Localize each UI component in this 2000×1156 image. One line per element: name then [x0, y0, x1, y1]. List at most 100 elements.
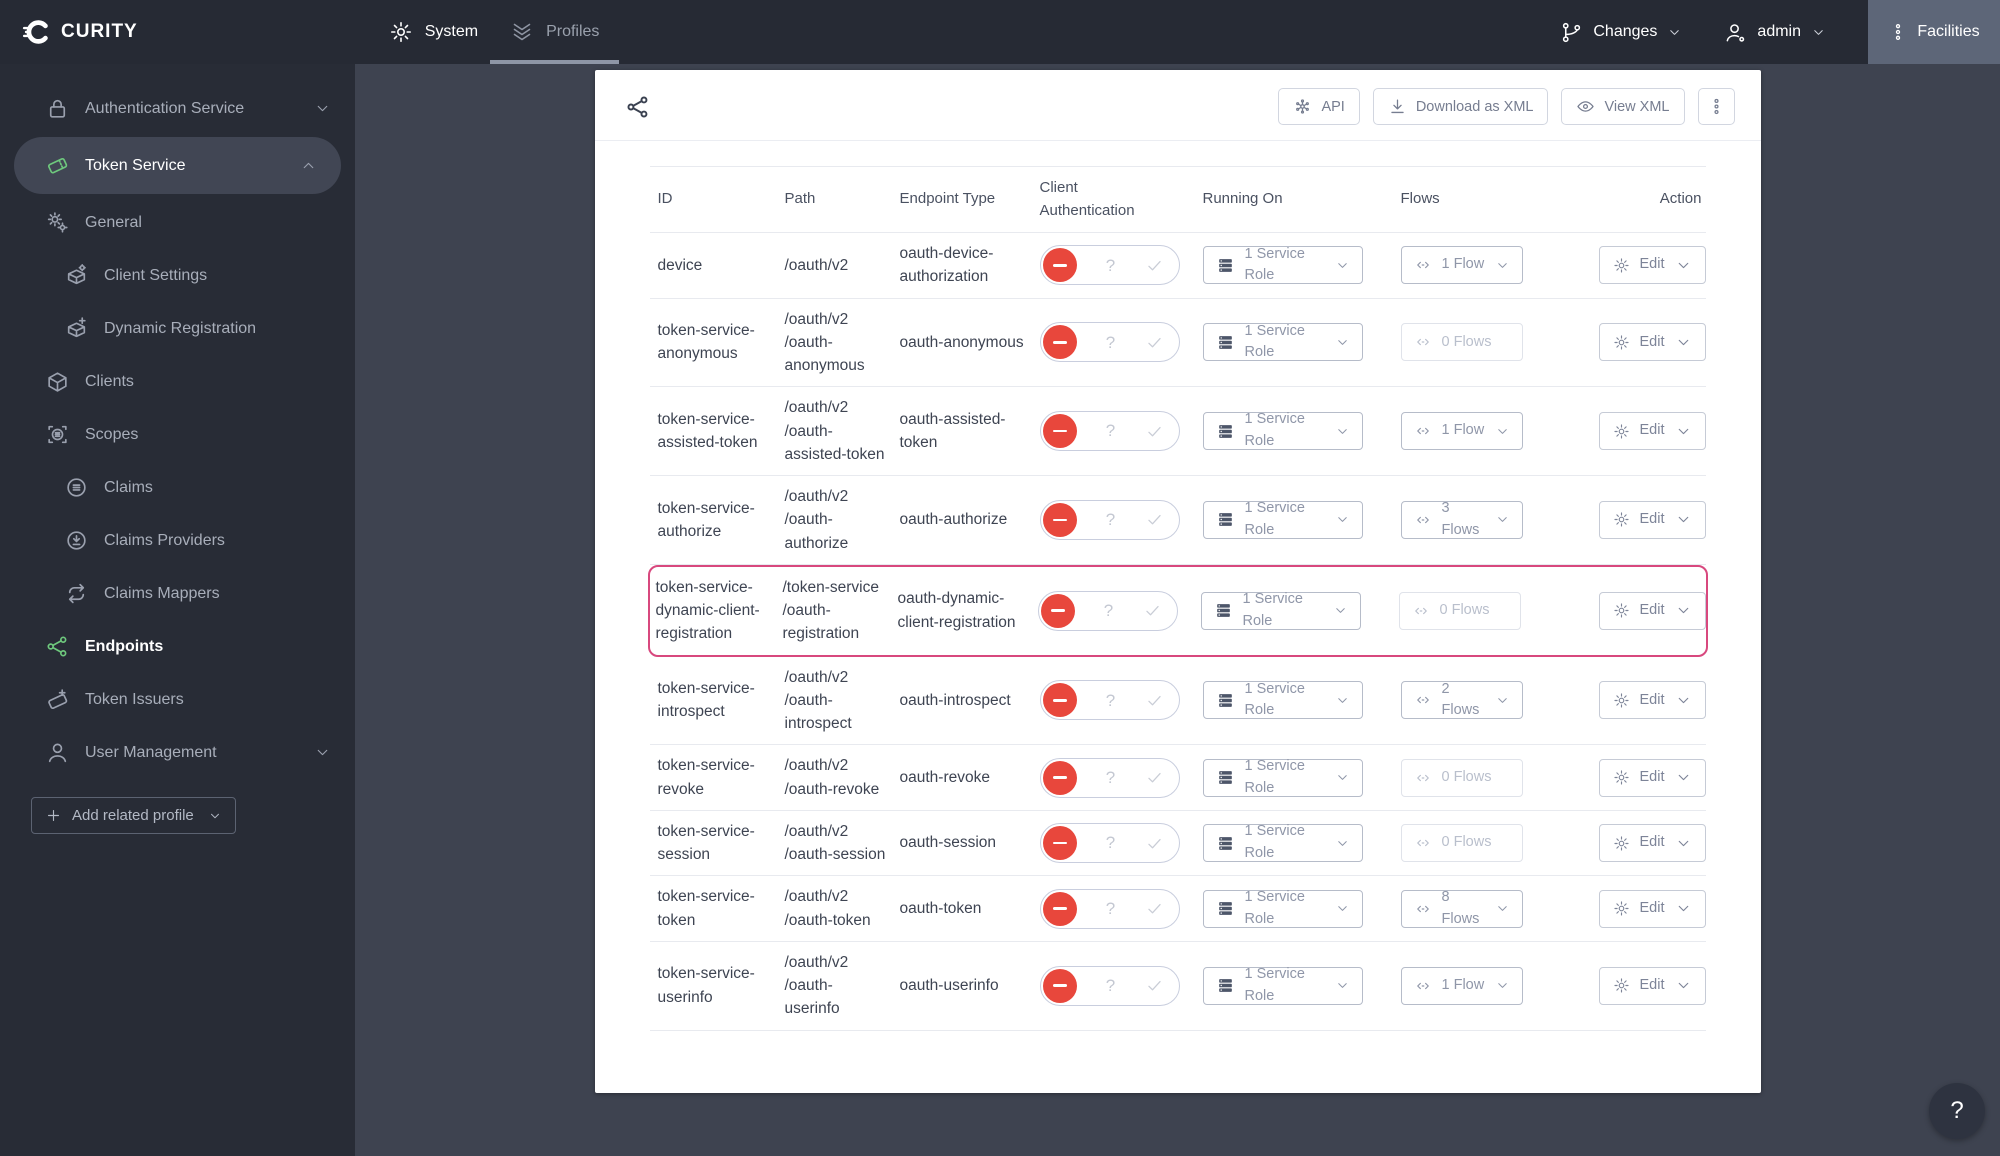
auth-required-option[interactable] [1145, 510, 1164, 529]
running-on-select[interactable]: 1 Service Role [1202, 246, 1363, 285]
auth-required-option[interactable] [1145, 333, 1164, 352]
auth-disabled-option[interactable] [1042, 325, 1077, 360]
auth-disabled-option[interactable] [1040, 593, 1075, 628]
edit-button[interactable]: Edit [1598, 681, 1706, 720]
sidebar-item-token-service[interactable]: Token Service [14, 137, 341, 194]
auth-optional-option[interactable]: ? [1105, 690, 1116, 710]
running-on-select[interactable]: 1 Service Role [1202, 500, 1363, 539]
running-on-select[interactable]: 1 Service Role [1200, 591, 1361, 630]
view-xml-button[interactable]: View XML [1561, 88, 1685, 125]
client-authentication-toggle[interactable]: ? [1039, 245, 1180, 286]
sidebar-item-user-management[interactable]: User Management [0, 726, 355, 779]
plus-icon [45, 807, 62, 824]
auth-optional-option[interactable]: ? [1105, 975, 1116, 995]
auth-required-option[interactable] [1145, 834, 1164, 853]
client-authentication-toggle[interactable]: ? [1039, 757, 1180, 798]
running-on-select[interactable]: 1 Service Role [1202, 411, 1363, 451]
sidebar-item-dynamic-registration[interactable]: Dynamic Registration [0, 302, 355, 355]
sidebar-item-claims-mappers[interactable]: Claims Mappers [0, 567, 355, 620]
endpoint-type: oauth-dynamic-client-registration [897, 590, 1016, 631]
download-as-xml-button[interactable]: Download as XML [1372, 88, 1549, 125]
auth-optional-option[interactable]: ? [1105, 833, 1116, 853]
flows-select[interactable]: 3 Flows [1400, 500, 1523, 539]
tab-system[interactable]: System [373, 0, 494, 64]
minus-icon [1052, 699, 1067, 702]
sidebar-item-claims[interactable]: Claims [0, 461, 355, 514]
facilities-button[interactable]: Facilities [1868, 0, 2000, 64]
flows-select[interactable]: 1 Flow [1400, 966, 1523, 1005]
auth-optional-option[interactable]: ? [1105, 510, 1116, 530]
auth-optional-option[interactable]: ? [1105, 255, 1116, 275]
running-on-select[interactable]: 1 Service Role [1202, 681, 1363, 720]
auth-required-option[interactable] [1145, 691, 1164, 710]
tab-profiles[interactable]: Profiles [490, 0, 620, 64]
edit-button[interactable]: Edit [1598, 591, 1706, 630]
auth-disabled-option[interactable] [1042, 760, 1077, 795]
flows-select[interactable]: 0 Flows [1400, 323, 1523, 362]
running-on-select[interactable]: 1 Service Role [1202, 889, 1363, 928]
auth-disabled-option[interactable] [1042, 502, 1077, 537]
auth-required-option[interactable] [1145, 422, 1164, 441]
auth-disabled-option[interactable] [1042, 826, 1077, 860]
edit-button[interactable]: Edit [1598, 500, 1706, 539]
edit-button[interactable]: Edit [1598, 246, 1706, 285]
flows-select[interactable]: 0 Flows [1398, 591, 1521, 630]
sidebar-item-scopes[interactable]: Scopes [0, 408, 355, 461]
help-button[interactable]: ? [1929, 1083, 1985, 1139]
sidebar-item-authentication-service[interactable]: Authentication Service [0, 82, 355, 135]
add-related-profile-button[interactable]: Add related profile [31, 797, 236, 834]
auth-disabled-option[interactable] [1042, 248, 1077, 283]
edit-button[interactable]: Edit [1598, 323, 1706, 362]
auth-disabled-option[interactable] [1042, 683, 1077, 718]
auth-required-option[interactable] [1143, 601, 1162, 620]
flows-select[interactable]: 1 Flow [1400, 246, 1523, 285]
auth-required-option[interactable] [1145, 899, 1164, 918]
flows-select[interactable]: 1 Flow [1400, 412, 1523, 451]
client-authentication-toggle[interactable]: ? [1039, 499, 1180, 540]
running-on-select[interactable]: 1 Service Role [1202, 758, 1363, 797]
flows-select[interactable]: 0 Flows [1400, 758, 1523, 797]
admin-menu[interactable]: admin [1724, 21, 1826, 44]
edit-button[interactable]: Edit [1598, 824, 1706, 862]
client-authentication-toggle[interactable]: ? [1039, 965, 1180, 1006]
auth-required-option[interactable] [1145, 976, 1164, 995]
edit-button[interactable]: Edit [1598, 889, 1706, 928]
auth-disabled-option[interactable] [1042, 414, 1077, 449]
changes-menu[interactable]: Changes [1560, 21, 1682, 44]
sidebar-item-general[interactable]: General [0, 196, 355, 249]
edit-button[interactable]: Edit [1598, 412, 1706, 451]
running-on-select[interactable]: 1 Service Role [1202, 323, 1363, 362]
edit-button[interactable]: Edit [1598, 966, 1706, 1005]
download-button-label: Download as XML [1415, 98, 1534, 115]
sidebar-item-endpoints[interactable]: Endpoints [0, 620, 355, 673]
edit-button[interactable]: Edit [1598, 758, 1706, 797]
auth-optional-option[interactable]: ? [1105, 767, 1116, 787]
client-authentication-toggle[interactable]: ? [1039, 680, 1180, 721]
auth-required-option[interactable] [1145, 768, 1164, 787]
more-options-button[interactable] [1697, 88, 1735, 125]
auth-optional-option[interactable]: ? [1105, 332, 1116, 352]
client-authentication-toggle[interactable]: ? [1039, 888, 1180, 929]
flows-select[interactable]: 0 Flows [1400, 824, 1523, 862]
sidebar-item-client-settings[interactable]: Client Settings [0, 249, 355, 302]
client-authentication-toggle[interactable]: ? [1039, 411, 1180, 452]
auth-optional-option[interactable]: ? [1103, 600, 1114, 620]
auth-disabled-option[interactable] [1042, 968, 1077, 1003]
sidebar-item-claims-providers[interactable]: Claims Providers [0, 514, 355, 567]
auth-optional-option[interactable]: ? [1105, 421, 1116, 441]
flows-value: 8 Flows [1441, 888, 1480, 927]
auth-required-option[interactable] [1145, 256, 1164, 275]
sidebar-item-token-issuers[interactable]: Token Issuers [0, 673, 355, 726]
api-button[interactable]: API [1278, 88, 1360, 125]
running-on-select[interactable]: 1 Service Role [1202, 966, 1363, 1005]
running-on-select[interactable]: 1 Service Role [1202, 823, 1363, 862]
flows-select[interactable]: 2 Flows [1400, 681, 1523, 720]
endpoints-page-icon [625, 94, 651, 120]
flows-select[interactable]: 8 Flows [1400, 888, 1523, 928]
client-authentication-toggle[interactable]: ? [1037, 590, 1178, 631]
client-authentication-toggle[interactable]: ? [1039, 322, 1180, 363]
sidebar-item-clients[interactable]: Clients [0, 355, 355, 408]
auth-optional-option[interactable]: ? [1105, 898, 1116, 918]
client-authentication-toggle[interactable]: ? [1039, 823, 1180, 863]
auth-disabled-option[interactable] [1042, 891, 1077, 926]
